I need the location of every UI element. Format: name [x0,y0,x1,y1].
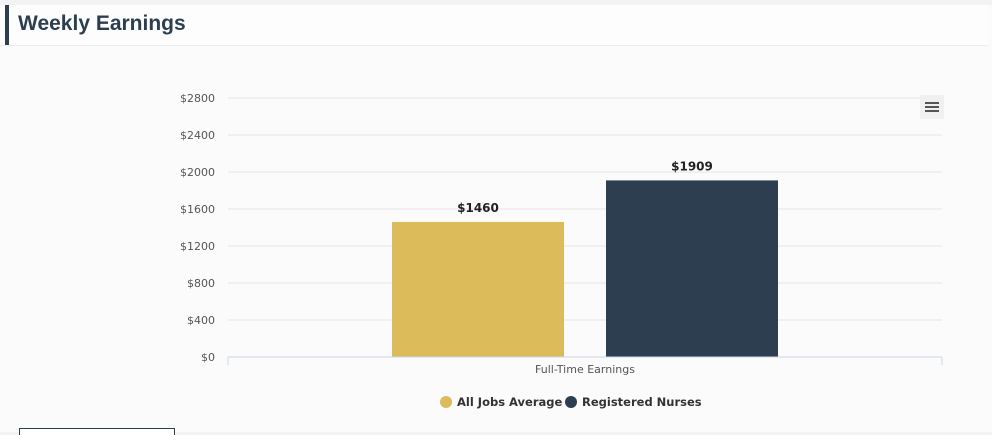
y-tick-label: $1200 [180,240,215,253]
y-tick-label: $2400 [180,129,215,142]
menu-line [925,110,939,112]
y-tick-label: $1600 [180,203,215,216]
data-labels: $1460 $1909 [457,159,713,215]
y-axis-ticks: $0 $400 $800 $1200 $1600 $2000 $2400 $2800 [180,92,215,364]
legend-label: Registered Nurses [582,395,702,409]
bar-registered-nurses[interactable] [606,180,778,357]
panel-header: Weekly Earnings [0,5,988,46]
legend-label: All Jobs Average [457,395,562,409]
bars [392,180,778,357]
y-tick-label: $2800 [180,92,215,105]
legend-item[interactable]: All Jobs Average [440,395,562,409]
y-tick-label: $2000 [180,166,215,179]
legend-item[interactable]: Registered Nurses [565,395,702,409]
weekly-earnings-panel: Weekly Earnings [0,5,992,432]
data-label: $1460 [457,201,499,215]
bar-all-jobs-average[interactable] [392,221,564,357]
grid-lines [228,97,942,321]
hamburger-menu-icon[interactable] [920,95,944,119]
menu-line [925,106,939,108]
legend[interactable]: All Jobs Average Registered Nurses [440,395,702,409]
legend-marker [440,396,452,408]
menu-line [925,102,939,104]
y-tick-label: $400 [187,314,215,327]
panel-title: Weekly Earnings [18,12,186,35]
y-tick-label: $0 [201,351,215,364]
x-category-label: Full-Time Earnings [535,363,635,376]
y-tick-label: $800 [187,277,215,290]
header-accent-bar [5,5,9,45]
x-axis: Full-Time Earnings [227,356,943,376]
data-label: $1909 [671,159,713,173]
legend-marker [565,396,577,408]
